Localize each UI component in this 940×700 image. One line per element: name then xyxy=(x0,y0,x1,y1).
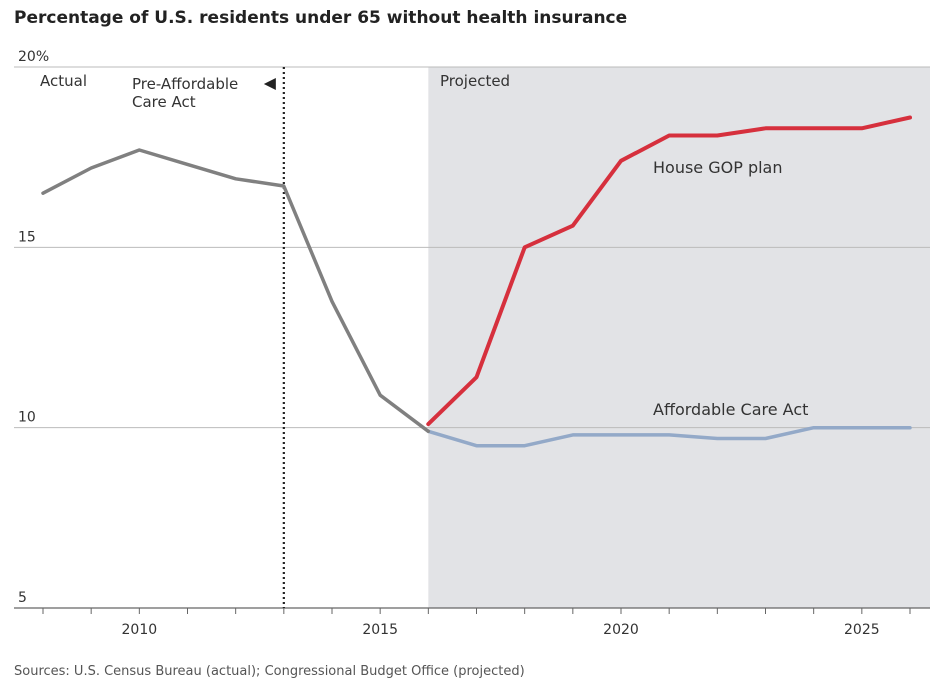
series-label-gop: House GOP plan xyxy=(653,158,783,177)
x-tick-label: 2010 xyxy=(122,622,158,638)
x-axis: 2010 2015 2020 2025 xyxy=(42,608,911,638)
line-chart: 2010 2015 2020 2025 20% 15 10 5 Actual Pre-Aff… xyxy=(14,49,930,638)
series-line-gop xyxy=(426,115,912,427)
projected-region xyxy=(428,67,930,608)
annotation-pre-aca-line2: Care Act xyxy=(132,93,196,111)
y-axis: 20% 15 10 5 xyxy=(18,49,49,606)
gridlines xyxy=(14,66,930,609)
series-line-aca xyxy=(426,425,912,448)
y-tick-label: 15 xyxy=(18,229,36,245)
series-lines xyxy=(41,115,912,448)
annotation-pre-aca-line1: Pre-Affordable xyxy=(132,75,238,93)
chart-title: Percentage of U.S. residents under 65 wi… xyxy=(14,8,628,28)
y-tick-label: 10 xyxy=(18,410,36,426)
aca-marker-arrow-icon xyxy=(263,78,276,90)
x-tick-label: 2015 xyxy=(362,622,398,638)
y-tick-label: 5 xyxy=(18,590,27,606)
annotation-projected: Projected xyxy=(440,72,510,90)
annotation-actual: Actual xyxy=(40,72,87,90)
x-tick-label: 2025 xyxy=(844,622,880,638)
x-tick-label: 2020 xyxy=(603,622,639,638)
series-label-aca: Affordable Care Act xyxy=(653,400,808,419)
y-tick-label: 20% xyxy=(18,49,49,65)
chart-source: Sources: U.S. Census Bureau (actual); Co… xyxy=(14,664,525,679)
series-line-actual xyxy=(41,148,431,434)
